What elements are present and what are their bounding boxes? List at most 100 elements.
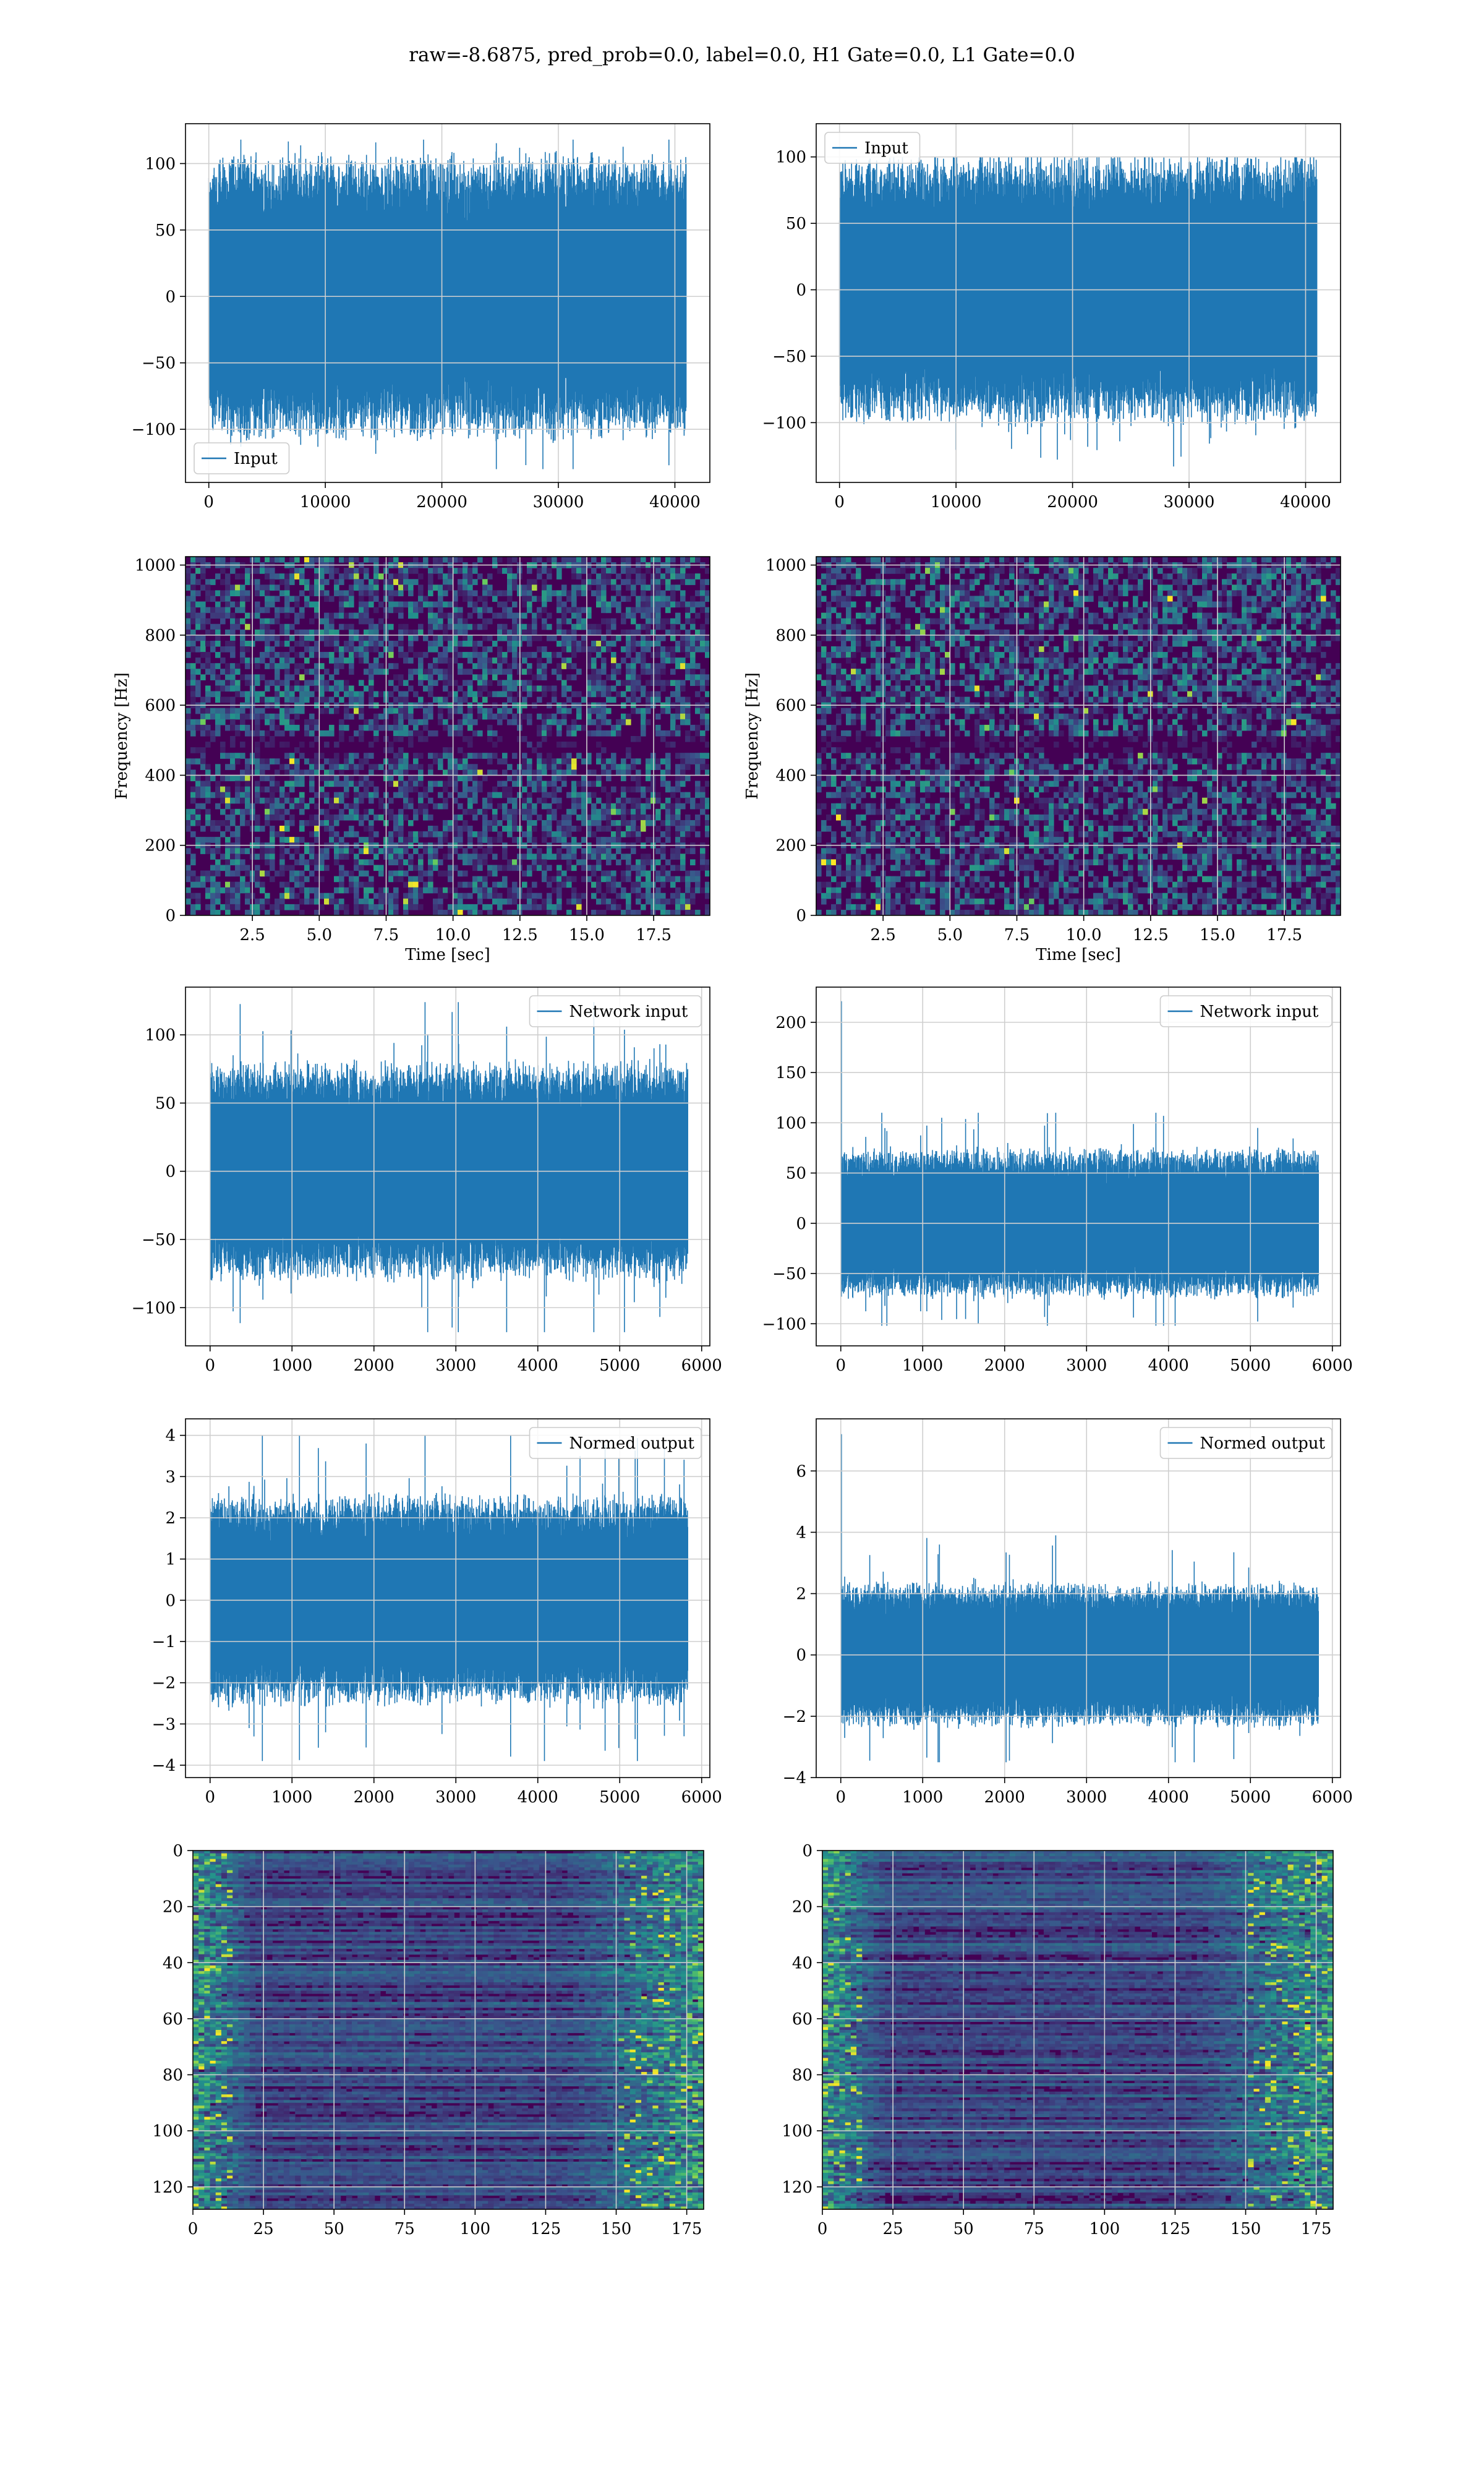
heatmap-cell: [314, 837, 320, 843]
heatmap-cell: [1138, 618, 1143, 625]
heatmap-cell: [403, 892, 409, 899]
heatmap-cell: [359, 797, 364, 804]
heatmap-cell: [940, 612, 945, 619]
heatmap-cell: [705, 881, 710, 888]
heatmap-cell: [428, 814, 433, 821]
heatmap-cell: [1162, 607, 1168, 614]
heatmap-cell: [1227, 579, 1232, 585]
heatmap-cell: [885, 612, 891, 619]
heatmap-cell: [690, 859, 696, 866]
heatmap-cell: [512, 573, 518, 580]
heatmap-cell: [458, 881, 463, 888]
heatmap-cell: [527, 652, 532, 658]
heatmap-cell: [369, 635, 374, 641]
heatmap-cell: [571, 557, 577, 563]
heatmap-cell: [284, 579, 290, 585]
heatmap-cell: [319, 584, 325, 591]
heatmap-cell: [393, 826, 399, 832]
heatmap-cell: [443, 674, 448, 680]
heatmap-cell: [393, 607, 399, 614]
heatmap-cell: [537, 892, 542, 899]
heatmap-cell: [1301, 612, 1307, 619]
heatmap-cell: [314, 826, 320, 832]
heatmap-cell: [472, 808, 478, 815]
heatmap-cell: [408, 876, 414, 883]
heatmap-cell: [641, 612, 646, 619]
panels: 0 10000 20000 30000 40000−100−50050100Input0…: [113, 123, 1353, 2238]
heatmap-cell: [876, 607, 881, 614]
heatmap-cell: [200, 618, 206, 625]
heatmap-cell: [304, 584, 310, 591]
heatmap-cell: [646, 640, 651, 647]
heatmap-cell: [215, 730, 221, 737]
heatmap-cell: [329, 837, 335, 843]
heatmap-cell: [856, 590, 861, 597]
heatmap-cell: [984, 596, 990, 602]
heatmap-cell: [413, 892, 419, 899]
heatmap-cell: [1123, 612, 1128, 619]
heatmap-cell: [245, 657, 250, 664]
heatmap-cell: [596, 898, 602, 905]
heatmap-cell: [294, 803, 300, 810]
heatmap-cell: [1202, 573, 1208, 580]
heatmap-cell: [1019, 601, 1025, 608]
heatmap-cell: [950, 590, 955, 597]
heatmap-cell: [373, 584, 379, 591]
heatmap-cell: [403, 781, 409, 787]
heatmap-cell: [329, 775, 335, 782]
heatmap-cell: [309, 848, 315, 854]
heatmap-cell: [650, 663, 656, 669]
heatmap-cell: [571, 758, 577, 764]
heatmap-cell: [329, 557, 335, 563]
heatmap-cell: [398, 826, 404, 832]
heatmap-cell: [329, 758, 335, 764]
heatmap-cell: [314, 674, 320, 680]
heatmap-cell: [522, 652, 527, 658]
heatmap-cell: [611, 854, 616, 860]
heatmap-cell: [606, 691, 612, 698]
heatmap-cell: [641, 708, 646, 714]
heatmap-cell: [606, 568, 612, 574]
heatmap-cell: [423, 635, 429, 641]
heatmap-cell: [502, 568, 508, 574]
y-tick-label: −100: [762, 414, 806, 432]
heatmap-cell: [670, 808, 676, 815]
heatmap-cell: [477, 573, 483, 580]
heatmap-cell: [1331, 596, 1336, 602]
heatmap-cell: [1059, 607, 1064, 614]
heatmap-cell: [255, 758, 260, 764]
heatmap-cell: [349, 758, 354, 764]
heatmap-cell: [979, 590, 985, 597]
heatmap-cell: [200, 848, 206, 854]
heatmap-cell: [393, 713, 399, 720]
heatmap-cell: [497, 635, 503, 641]
heatmap-cell: [566, 618, 572, 625]
heatmap-cell: [284, 657, 290, 664]
heatmap-cell: [512, 753, 518, 759]
heatmap-cell: [522, 696, 527, 703]
heatmap-cell: [403, 797, 409, 804]
heatmap-cell: [190, 573, 196, 580]
heatmap-cell: [334, 758, 339, 764]
heatmap-cell: [680, 685, 686, 692]
heatmap-cell: [314, 579, 320, 585]
heatmap-cell: [641, 826, 646, 832]
x-tick-label: 20000: [416, 493, 467, 511]
heatmap-cell: [1271, 607, 1277, 614]
heatmap-cell: [230, 640, 236, 647]
heatmap-cell: [1068, 612, 1074, 619]
heatmap-cell: [1118, 568, 1124, 574]
heatmap-cell: [1202, 601, 1208, 608]
heatmap-cell: [299, 820, 305, 826]
heatmap-cell: [685, 887, 691, 894]
heatmap-cell: [245, 820, 250, 826]
heatmap-cell: [354, 730, 359, 737]
heatmap-cell: [245, 848, 250, 854]
heatmap-cell: [1024, 596, 1030, 602]
heatmap-cell: [428, 797, 433, 804]
heatmap-cell: [646, 596, 651, 602]
heatmap-cell: [670, 629, 676, 636]
heatmap-cell: [685, 629, 691, 636]
heatmap-cell: [646, 870, 651, 877]
heatmap-cell: [675, 573, 681, 580]
